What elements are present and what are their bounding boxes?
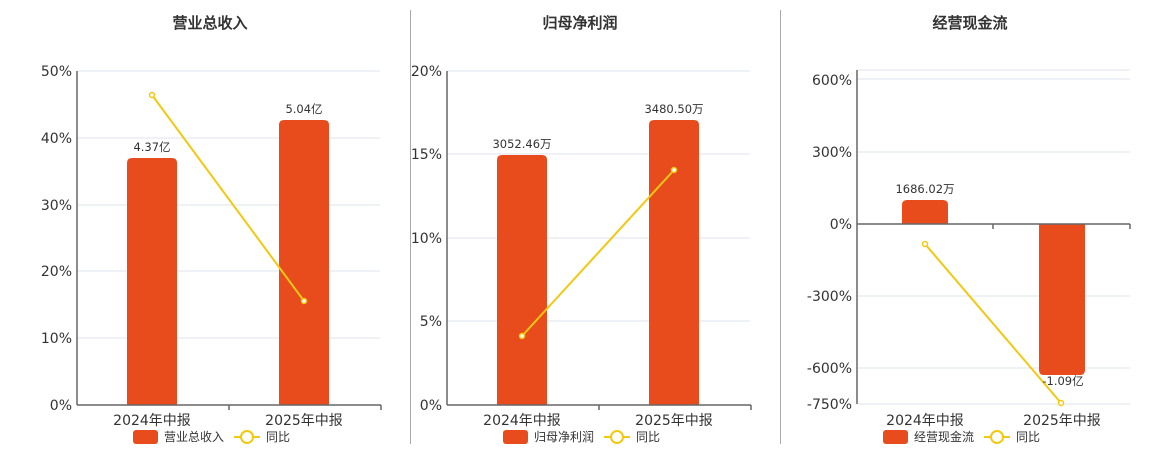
line-point[interactable] [921, 240, 929, 248]
chart-title: 经营现金流 [932, 14, 1008, 32]
line-point[interactable] [148, 91, 156, 99]
legend-bar-swatch[interactable] [503, 429, 528, 444]
axes [446, 71, 752, 410]
chart-plot-area: 50% 40% 30% 20% 10% 0% 4.37亿 5.04亿 2024年… [41, 64, 382, 429]
legend-line-label[interactable]: 同比 [266, 430, 291, 444]
svg-text:0%: 0% [830, 217, 852, 233]
svg-text:10%: 10% [41, 331, 72, 347]
bars [497, 120, 699, 405]
axes [856, 70, 1131, 404]
svg-text:15%: 15% [411, 147, 442, 163]
bar-value-label: 4.37亿 [133, 140, 170, 154]
svg-text:40%: 40% [41, 131, 72, 147]
bar-2024[interactable] [902, 200, 948, 224]
bar-2025[interactable] [1039, 224, 1085, 375]
chart-title: 归母净利润 [542, 14, 618, 32]
yoy-line [518, 166, 678, 340]
legend: 经营现金流 同比 [883, 428, 1040, 445]
bar-2024[interactable] [127, 158, 177, 405]
svg-text:30%: 30% [41, 198, 72, 214]
line-point[interactable] [1057, 399, 1065, 407]
svg-text:600%: 600% [812, 73, 852, 89]
svg-text:-300%: -300% [807, 289, 852, 305]
bar-value-label: 1686.02万 [895, 182, 954, 196]
line-point[interactable] [518, 332, 526, 340]
gridlines [857, 69, 1130, 405]
svg-text:2025年中报: 2025年中报 [635, 413, 713, 429]
bars [902, 200, 1085, 375]
gridlines [447, 70, 750, 322]
svg-text:2024年中报: 2024年中报 [886, 413, 964, 429]
svg-text:-600%: -600% [807, 361, 852, 377]
svg-text:5%: 5% [420, 314, 442, 330]
chart-panel-net-profit: 归母净利润 20% 15% 10% 5% 0% 3052.46万 3480.50… [370, 0, 770, 450]
bar-value-label: 3052.46万 [492, 137, 551, 151]
legend: 营业总收入 同比 [133, 428, 290, 445]
yoy-line [921, 240, 1065, 407]
legend-line-icon[interactable] [234, 429, 261, 444]
bar-value-label: 5.04亿 [285, 102, 322, 116]
chart-plot-area: 20% 15% 10% 5% 0% 3052.46万 3480.50万 2024… [411, 64, 752, 429]
chart-plot-area: 600% 300% 0% -300% -600% -750% 1686.02万 … [807, 69, 1131, 429]
legend-line-label[interactable]: 同比 [1016, 430, 1041, 444]
bar-2024[interactable] [497, 155, 547, 405]
bar-2025[interactable] [279, 120, 329, 405]
legend-line-label[interactable]: 同比 [636, 430, 661, 444]
svg-text:2025年中报: 2025年中报 [1023, 413, 1101, 429]
y-axis-labels: 50% 40% 30% 20% 10% 0% [41, 64, 72, 414]
legend-bar-swatch[interactable] [883, 429, 908, 444]
svg-text:2025年中报: 2025年中报 [265, 413, 343, 429]
axes [76, 71, 382, 410]
legend-bar-label[interactable]: 营业总收入 [164, 430, 225, 444]
legend-bar-label[interactable]: 归母净利润 [534, 430, 595, 444]
yoy-line [148, 91, 308, 305]
line-point[interactable] [300, 297, 308, 305]
x-axis-labels: 2024年中报 2025年中报 [886, 413, 1101, 429]
legend-bar-label[interactable]: 经营现金流 [914, 430, 975, 444]
svg-text:10%: 10% [411, 231, 442, 247]
svg-text:0%: 0% [420, 398, 442, 414]
legend-line-icon[interactable] [604, 429, 631, 444]
x-axis-labels: 2024年中报 2025年中报 [113, 413, 343, 429]
panel-divider [780, 10, 781, 444]
svg-text:300%: 300% [812, 145, 852, 161]
panel-divider [410, 10, 411, 444]
chart-panel-revenue: 营业总收入 50% 40% 30% 20% 10% 0% 4.37亿 5.04亿 [0, 0, 400, 450]
bar-value-label: 3480.50万 [644, 102, 703, 116]
svg-text:50%: 50% [41, 64, 72, 80]
legend: 归母净利润 同比 [503, 428, 660, 445]
chart-title: 营业总收入 [172, 14, 248, 32]
gridlines [77, 70, 380, 339]
line-point[interactable] [670, 166, 678, 174]
svg-text:2024年中报: 2024年中报 [483, 413, 561, 429]
legend-line-icon[interactable] [984, 429, 1011, 444]
bars [127, 120, 329, 405]
y-axis-labels: 20% 15% 10% 5% 0% [411, 64, 442, 414]
svg-text:2024年中报: 2024年中报 [113, 413, 191, 429]
x-axis-labels: 2024年中报 2025年中报 [483, 413, 713, 429]
chart-panel-operating-cashflow: 经营现金流 600% 300% 0% -300% -600% -750% 168… [780, 0, 1160, 450]
bar-value-label: -1.09亿 [1042, 374, 1083, 388]
svg-text:0%: 0% [50, 398, 72, 414]
svg-text:-750%: -750% [807, 397, 852, 413]
legend-bar-swatch[interactable] [133, 429, 158, 444]
y-axis-labels: 600% 300% 0% -300% -600% -750% [807, 73, 852, 413]
svg-text:20%: 20% [411, 64, 442, 80]
svg-text:20%: 20% [41, 264, 72, 280]
bar-2025[interactable] [649, 120, 699, 405]
